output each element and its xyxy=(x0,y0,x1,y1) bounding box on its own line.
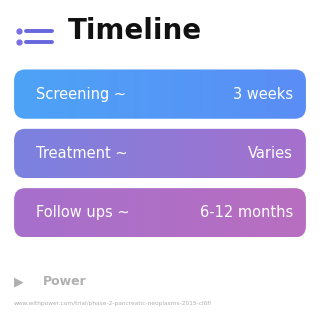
Text: ▶: ▶ xyxy=(14,275,24,288)
Text: Varies: Varies xyxy=(248,146,293,161)
Text: www.withpower.com/trial/phase-2-pancreatic-neoplasms-2015-cl6fl: www.withpower.com/trial/phase-2-pancreat… xyxy=(14,301,212,306)
Text: 6-12 months: 6-12 months xyxy=(200,205,293,220)
Text: Treatment ~: Treatment ~ xyxy=(36,146,128,161)
Text: Timeline: Timeline xyxy=(68,17,202,45)
Text: 3 weeks: 3 weeks xyxy=(233,87,293,102)
Text: Power: Power xyxy=(43,275,86,288)
Text: Follow ups ~: Follow ups ~ xyxy=(36,205,130,220)
Text: Screening ~: Screening ~ xyxy=(36,87,126,102)
